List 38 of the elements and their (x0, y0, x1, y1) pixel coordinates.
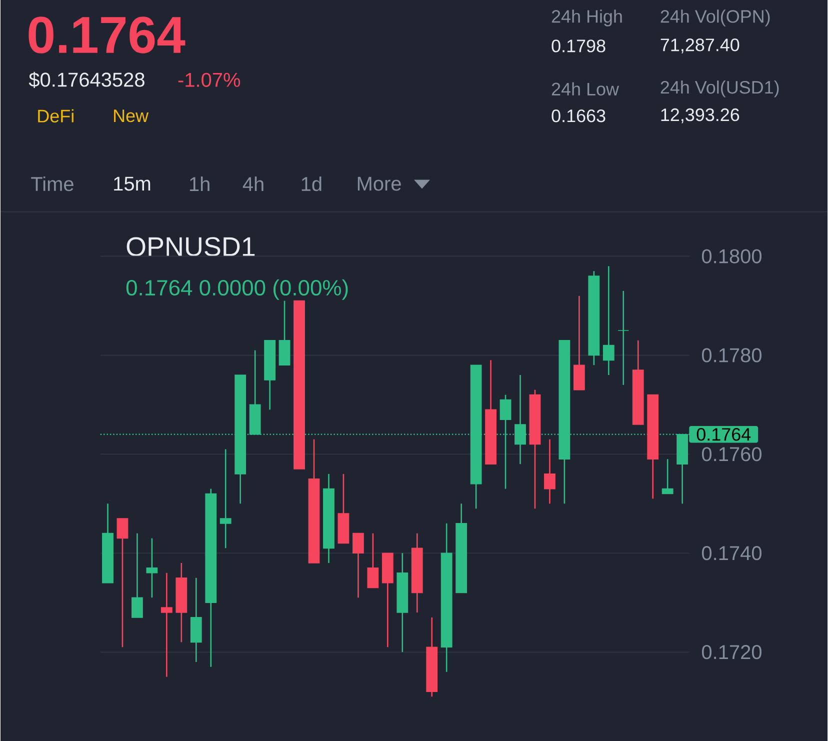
text: 0.1764 (28, 16, 186, 54)
candlestick (160, 572, 172, 678)
text: 24h Low (552, 82, 620, 96)
text: 24h Vol(OPN) (660, 10, 770, 26)
candlestick (618, 290, 630, 386)
text: 1d (302, 176, 322, 192)
text: 0.1663 (552, 109, 606, 122)
text: 24h High (552, 10, 622, 26)
text: 71,287.40 (660, 38, 740, 54)
text: $0.17643528 (28, 72, 144, 88)
y-tick-label: 0.1720 (702, 644, 762, 660)
text: More (358, 176, 401, 191)
candlestick (132, 532, 143, 618)
text: 0.1764 0.0000 (0.00%) (126, 279, 348, 300)
y-tick-label: 0.1760 (702, 447, 762, 462)
text: 1h (190, 176, 210, 191)
candlestick (662, 458, 674, 494)
candlestick (116, 518, 128, 648)
y-tick-label: 0.1780 (702, 348, 762, 362)
y-tick-label: 0.1740 (702, 546, 762, 560)
text: 12,393.26 (661, 108, 740, 124)
text: Time (31, 176, 74, 192)
text: OPNUSD1 (126, 237, 255, 256)
text: 24h Vol(USD1) (660, 80, 779, 98)
candlestick (367, 532, 379, 588)
ref-line-label: 0.1764 (696, 428, 751, 441)
candlestick (146, 538, 158, 598)
text: 0.1798 (552, 40, 606, 52)
candlestick (220, 448, 232, 549)
text: 4h (242, 176, 264, 191)
text: DeFi (38, 109, 74, 122)
candlestick (544, 438, 556, 504)
text: New (114, 110, 149, 122)
text: -1.07% (178, 72, 240, 87)
candlestick (352, 532, 364, 598)
text: 15m (114, 176, 150, 191)
y-tick-label: 0.1800 (702, 249, 762, 264)
candlestick (602, 265, 614, 376)
